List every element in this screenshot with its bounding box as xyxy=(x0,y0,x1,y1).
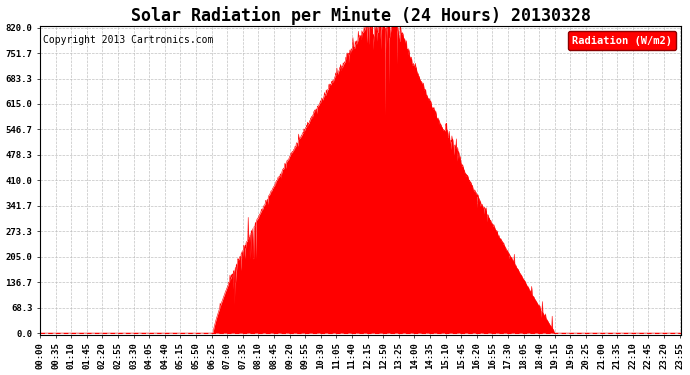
Legend: Radiation (W/m2): Radiation (W/m2) xyxy=(568,31,676,50)
Text: Copyright 2013 Cartronics.com: Copyright 2013 Cartronics.com xyxy=(43,35,214,45)
Title: Solar Radiation per Minute (24 Hours) 20130328: Solar Radiation per Minute (24 Hours) 20… xyxy=(130,6,591,24)
